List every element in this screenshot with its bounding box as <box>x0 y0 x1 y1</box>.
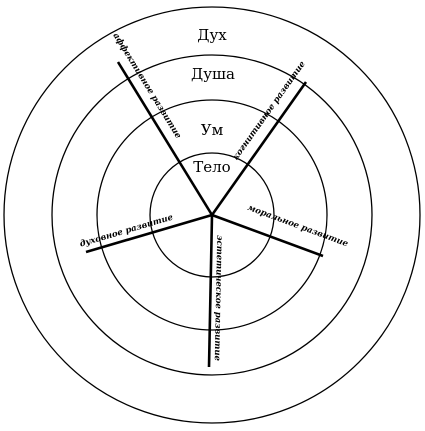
axis-label-affective: аффективное развитие <box>110 31 183 141</box>
axis-line-spiritual <box>85 213 213 254</box>
level-label-spirit: Дух <box>197 26 227 44</box>
axis-label-aesthetic: эстетическое развитие <box>212 235 224 362</box>
level-label-mind: Ум <box>201 121 224 139</box>
level-label-body: Тело <box>193 158 230 176</box>
axis-line-cognitive <box>210 81 308 216</box>
axis-line-affective <box>116 61 214 216</box>
ring-mind <box>96 99 328 331</box>
axis-line-aesthetic <box>207 214 214 368</box>
axis-label-cognitive: когнитивное развитие <box>231 59 308 162</box>
axis-line-moral <box>211 213 324 258</box>
ring-soul <box>51 54 373 376</box>
axis-label-moral: моральное развитие <box>246 203 350 250</box>
ring-spirit <box>3 6 421 424</box>
level-label-soul: Душа <box>191 65 235 83</box>
